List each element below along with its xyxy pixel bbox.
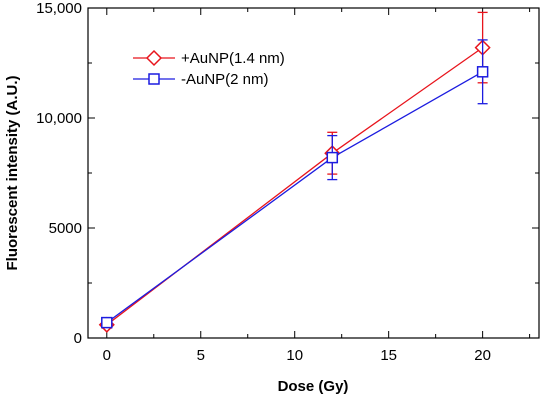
y-axis-title: Fluorescent intensity (A.U.) [4,75,21,270]
legend-item-2: -AuNP(2 nm) [133,71,269,88]
x-tick-label: 5 [197,347,205,364]
legend-marker [148,73,160,85]
data-point [326,151,339,164]
x-tick-label: 15 [380,347,397,364]
series-line [106,47,483,326]
y-tick-label: 15,000 [36,0,82,17]
legend-label: -AuNP(2 nm) [181,71,269,88]
x-tick-label: 10 [286,347,303,364]
data-point [476,66,489,78]
series-layer [98,11,491,333]
legend-label: +AuNP(1.4 nm) [181,50,285,67]
x-tick-label: 0 [103,347,111,364]
x-tick-label: 20 [474,347,491,364]
legend-item-1: +AuNP(1.4 nm) [133,49,285,67]
series-2 [101,39,489,329]
legend-marker [145,49,163,67]
y-tick-label: 5000 [49,220,82,237]
tick-labels: 0 5 10 15 20 0 5000 10,000 15,000 [36,0,491,364]
series-line [106,71,483,324]
legend: +AuNP(1.4 nm) -AuNP(2 nm) [133,49,285,88]
y-tick-label: 10,000 [36,110,82,127]
y-tick-label: 0 [74,330,82,347]
x-axis-title: Dose (Gy) [278,378,349,395]
data-point [101,316,113,329]
